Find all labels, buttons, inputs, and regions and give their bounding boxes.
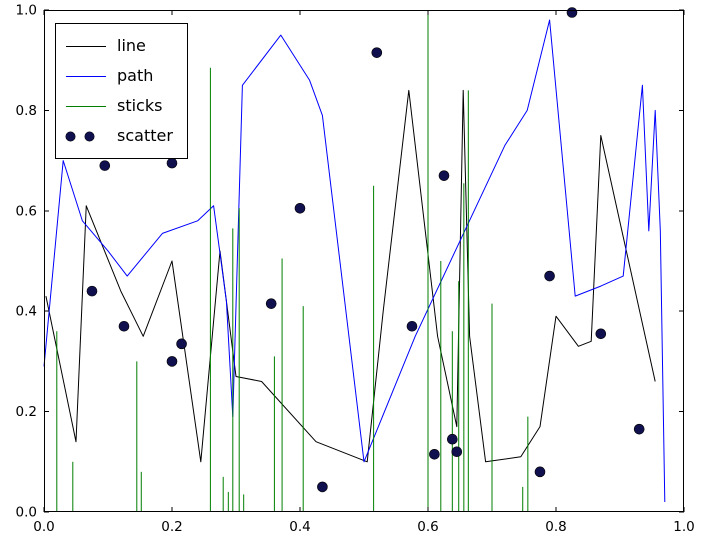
scatter-point bbox=[633, 423, 645, 435]
scatter-point bbox=[166, 356, 178, 367]
legend-entry-path: path bbox=[66, 61, 173, 91]
scatter-point bbox=[176, 338, 187, 350]
scatter-dot-icon bbox=[85, 131, 94, 141]
scatter-point bbox=[86, 285, 98, 297]
path-series bbox=[43, 19, 666, 502]
scatter-point bbox=[294, 202, 306, 214]
scatter-point bbox=[595, 328, 607, 340]
scatter-point bbox=[99, 160, 111, 171]
legend-entry-scatter: scatter bbox=[66, 121, 173, 151]
scatter-point bbox=[317, 481, 328, 493]
scatter-dot-icon bbox=[66, 131, 75, 141]
x-tick-label: 0.2 bbox=[161, 519, 182, 535]
scatter-point bbox=[534, 466, 546, 478]
line-series bbox=[45, 89, 656, 463]
scatter-point bbox=[429, 448, 440, 460]
legend-label-scatter: scatter bbox=[117, 126, 173, 145]
x-tick-label: 0.8 bbox=[545, 519, 566, 535]
scatter-point bbox=[265, 298, 277, 309]
y-tick-label: 0.8 bbox=[16, 103, 37, 119]
legend-label-line: line bbox=[117, 36, 146, 55]
legend-marker-line bbox=[66, 45, 106, 47]
legend-marker-path bbox=[66, 75, 106, 77]
x-tick-label: 0.4 bbox=[289, 519, 310, 535]
y-tick-label: 0.4 bbox=[16, 304, 37, 320]
scatter-point bbox=[447, 433, 458, 445]
scatter-point bbox=[406, 320, 418, 332]
x-tick-label: 0.0 bbox=[33, 519, 54, 535]
legend-marker-scatter bbox=[66, 131, 106, 141]
scatter-point bbox=[544, 270, 555, 282]
scatter-point bbox=[166, 157, 178, 169]
scatter-point bbox=[451, 446, 463, 458]
sticks-line-icon bbox=[66, 105, 106, 107]
path-line-icon bbox=[66, 75, 106, 77]
axes-frame bbox=[44, 10, 684, 512]
legend-label-path: path bbox=[117, 66, 154, 85]
scatter-point bbox=[438, 170, 450, 181]
scatter-point bbox=[566, 7, 578, 18]
x-tick-label: 1.0 bbox=[673, 519, 694, 535]
x-tick-label: 0.6 bbox=[417, 519, 438, 535]
scatter-point bbox=[371, 47, 383, 58]
y-tick-label: 0.0 bbox=[16, 505, 37, 521]
legend-marker-sticks bbox=[66, 105, 106, 107]
legend-entry-line: line bbox=[66, 31, 173, 61]
legend-entry-sticks: sticks bbox=[66, 91, 173, 121]
y-tick-label: 0.6 bbox=[16, 203, 37, 219]
y-tick-label: 1.0 bbox=[16, 3, 37, 19]
legend-label-sticks: sticks bbox=[117, 96, 163, 115]
line-line-icon bbox=[66, 45, 106, 47]
y-tick-label: 0.2 bbox=[16, 404, 37, 420]
legend: line path sticks scatter bbox=[55, 23, 188, 159]
scatter-point bbox=[118, 320, 130, 332]
